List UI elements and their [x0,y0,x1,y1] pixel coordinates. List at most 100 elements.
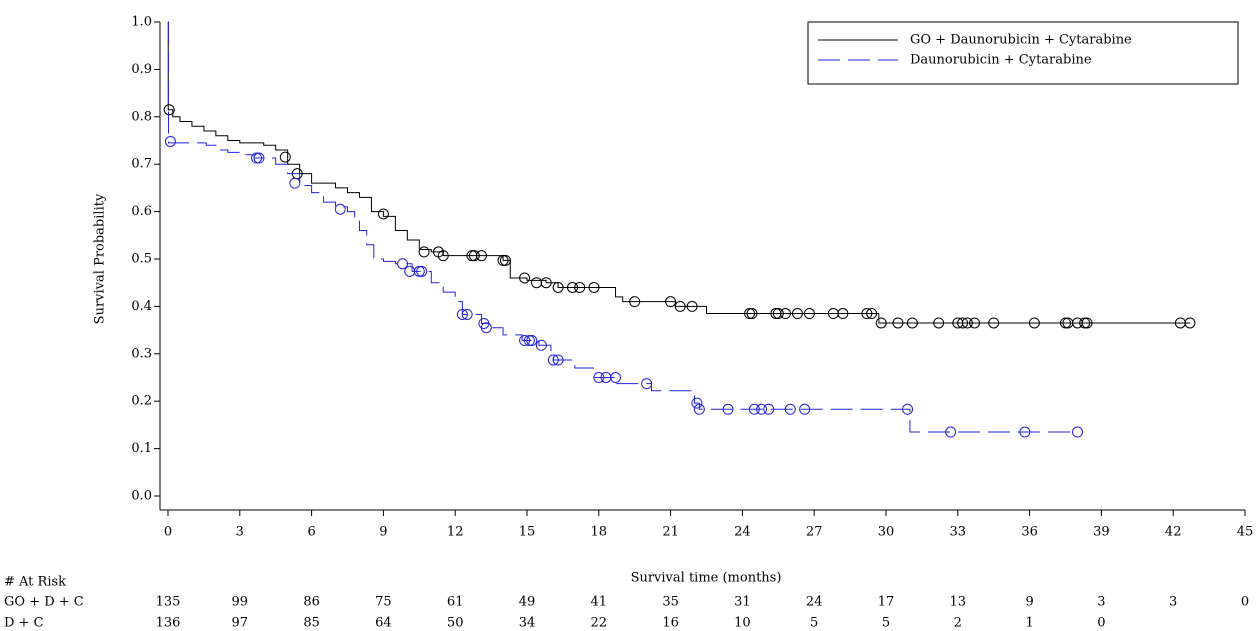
censor-mark [799,403,811,415]
x-tick-label: 39 [1093,525,1110,540]
x-tick-label: 45 [1237,525,1254,540]
censor-mark [523,335,535,347]
at-risk-value: 24 [806,595,823,610]
y-tick-label: 0.2 [131,394,152,409]
censor-mark [693,403,705,415]
x-tick-label: 3 [236,525,244,540]
censor-mark [866,308,878,320]
x-tick-label: 21 [662,525,679,540]
censor-mark [892,317,904,329]
censor-mark [674,300,686,312]
censor-mark [418,246,430,258]
censor-mark [552,281,564,293]
censor-mark [746,308,758,320]
at-risk-value: 5 [882,616,890,631]
at-risk-value: 3 [1169,595,1177,610]
censor-mark [957,317,969,329]
at-risk-value: 5 [810,616,818,631]
at-risk-value: 17 [878,595,895,610]
y-tick-label: 0.5 [131,252,152,267]
legend-label: GO + Daunorubicin + Cytarabine [910,33,1132,48]
censor-mark [526,335,538,347]
x-tick-label: 9 [379,525,387,540]
x-tick-label: 33 [950,525,967,540]
censor-mark [480,322,492,334]
x-tick-label: 6 [307,525,315,540]
at-risk-value: 41 [591,595,608,610]
censor-mark [1071,426,1083,438]
y-tick-label: 0.1 [131,441,152,456]
at-risk-value: 9 [1025,595,1033,610]
censor-mark [456,308,468,320]
censor-mark [377,208,389,220]
censor-mark [461,308,473,320]
censor-mark [334,203,346,215]
legend-label: Daunorubicin + Cytarabine [910,53,1092,68]
at-risk-value: 49 [519,595,536,610]
at-risk-value: 16 [662,616,679,631]
censor-mark [1079,317,1091,329]
at-risk-value: 75 [375,595,392,610]
y-tick-label: 0.6 [131,204,152,219]
censor-mark [803,308,815,320]
y-axis-label: Survival Probability [93,193,108,324]
censor-mark [837,308,849,320]
censor-mark [686,300,698,312]
at-risk-label: D + C [4,616,44,631]
censor-mark [1060,317,1071,329]
censor-mark [988,317,1000,329]
censor-mark [497,254,509,266]
at-risk-value: 136 [156,616,181,631]
censor-mark [641,378,653,390]
censor-mark [468,250,480,262]
survival-curve [167,21,1190,324]
censor-mark [535,339,547,351]
censor-mark [566,281,578,293]
censor-mark [164,135,176,147]
censor-mark [397,258,409,270]
at-risk-value: 86 [303,595,320,610]
censor-mark [969,317,981,329]
censor-mark [540,277,552,289]
censor-mark [665,296,677,308]
censor-mark [772,308,784,320]
censor-mark [779,308,791,320]
censor-mark [531,277,543,289]
y-tick-label: 1.0 [131,15,152,30]
censor-mark [413,265,425,277]
at-risk-value: 31 [734,595,751,610]
at-risk-value: 64 [375,616,392,631]
at-risk-value: 1 [1025,616,1033,631]
x-tick-label: 0 [164,525,172,540]
censor-mark [629,296,641,308]
censor-mark [744,308,756,320]
censor-mark [610,372,622,383]
at-risk-value: 2 [954,616,962,631]
censor-mark [722,403,734,415]
x-tick-label: 30 [878,525,895,540]
x-tick-label: 18 [591,525,608,540]
censor-mark [791,308,803,320]
censor-mark [552,354,564,366]
censor-mark [1081,317,1093,329]
at-risk-value: 135 [156,595,181,610]
censor-mark [437,250,449,262]
x-tick-label: 12 [447,525,464,540]
at-risk-value: 10 [734,616,751,631]
at-risk-title: # At Risk [4,575,66,590]
censor-mark [945,426,957,438]
at-risk-value: 0 [1241,595,1249,610]
censor-mark [499,254,511,266]
legend-box [807,21,1239,85]
censor-mark [279,151,291,163]
censor-mark [748,403,760,415]
censor-mark [416,265,428,277]
at-risk-value: 35 [662,595,679,610]
censor-mark [961,317,973,329]
x-tick-label: 36 [1021,525,1038,540]
at-risk-value: 34 [519,616,536,631]
at-risk-value: 85 [303,616,320,631]
censor-mark [906,317,918,329]
censor-mark [1019,426,1031,438]
